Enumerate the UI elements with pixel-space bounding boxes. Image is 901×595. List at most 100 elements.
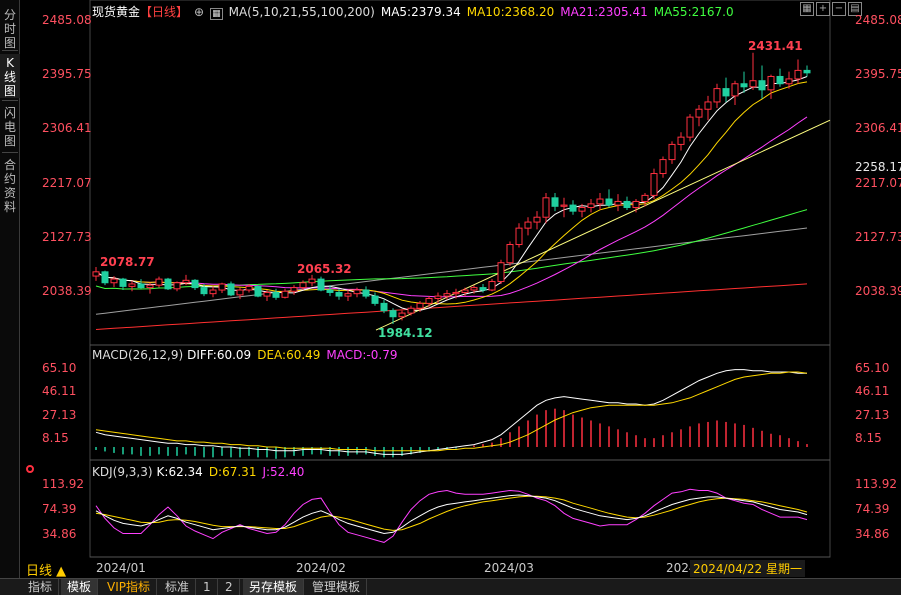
ma10-value: MA10:2368.20 xyxy=(466,5,555,19)
ma21-value: MA21:2305.41 xyxy=(560,5,648,19)
candle-body xyxy=(299,282,307,289)
toolbar-indicator[interactable]: 指标 xyxy=(22,579,60,595)
toolbar-vip-indicator[interactable]: VIP指标 xyxy=(101,579,157,595)
ma100-line xyxy=(95,227,808,315)
price-label-left: 2127.73 xyxy=(42,230,92,244)
candle-body xyxy=(452,291,460,295)
kdj-label-right: 113.92 xyxy=(855,477,897,491)
period-selector-button[interactable]: 日线 ▲ xyxy=(26,564,67,579)
macd-legend: MACD(26,12,9) DIFF:60.09 DEA:60.49 MACD:-0.… xyxy=(92,348,403,362)
candle-body xyxy=(524,221,532,229)
kdj-legend: KDJ(9,3,3) K:62.34 D:67.31 J:52.40 xyxy=(92,465,310,479)
candle-body xyxy=(416,302,424,309)
candle-body xyxy=(164,278,172,290)
trend-line xyxy=(375,119,831,331)
candle-body xyxy=(677,136,685,145)
candle-body xyxy=(641,194,649,202)
sidebar-divider xyxy=(2,50,18,51)
candle-body xyxy=(785,78,793,85)
macd-dea-value: DEA:60.49 xyxy=(257,348,321,362)
candle-body xyxy=(542,197,550,218)
toolbar-template[interactable]: 模板 xyxy=(61,579,99,595)
candle-body xyxy=(245,285,253,291)
x-axis-label: 2024/01 xyxy=(96,561,146,575)
candle-body xyxy=(308,278,316,284)
grid-icon[interactable]: ▤ xyxy=(848,2,862,16)
kdj-label-left: 34.86 xyxy=(42,527,77,541)
toolbar-slot-2[interactable]: 2 xyxy=(219,579,240,595)
kdj-d-value: D:67.31 xyxy=(208,465,257,479)
macd-diff-value: DIFF:60.09 xyxy=(187,348,252,362)
candle-body xyxy=(749,80,757,88)
candle-body xyxy=(794,69,802,80)
price-label-right: 2127.73 xyxy=(855,230,901,244)
macd-label-right: 8.15 xyxy=(855,431,882,445)
toolbar-standard[interactable]: 标准 xyxy=(159,579,197,595)
tab-flash[interactable]: 闪电图 xyxy=(3,106,16,148)
candle-body xyxy=(551,197,559,207)
macd-label-left: 46.11 xyxy=(42,384,77,398)
toolbar-manage-template[interactable]: 管理模板 xyxy=(306,579,368,595)
candle-body xyxy=(461,289,469,293)
candle-body xyxy=(344,293,352,297)
kdj-k-value: K:62.34 xyxy=(156,465,203,479)
zoom-in-icon[interactable]: + xyxy=(816,2,830,16)
candle-body xyxy=(488,281,496,291)
main-legend: 现货黄金【日线】 ⊕ ▦ MA(5,10,21,55,100,200) MA5:2379… xyxy=(92,3,740,20)
tab-intraday[interactable]: 分时图 xyxy=(3,8,16,50)
toolbar-save-template[interactable]: 另存模板 xyxy=(243,579,305,595)
candle-body xyxy=(776,75,784,85)
toggle-icon[interactable]: ▦ xyxy=(210,8,223,20)
kdj-label-right: 74.39 xyxy=(855,502,890,516)
candle-body xyxy=(479,287,487,291)
zoom-out-icon[interactable]: − xyxy=(832,2,846,16)
ma5-line xyxy=(95,76,808,311)
settings-icon[interactable]: ⊕ xyxy=(194,5,205,19)
toolbar-slot-1[interactable]: 1 xyxy=(197,579,218,595)
candle-body xyxy=(254,285,262,297)
candle-body xyxy=(119,278,127,287)
instrument-title: 现货黄金 xyxy=(92,5,141,19)
candle-body xyxy=(596,198,604,205)
candle-body xyxy=(713,88,721,103)
candle-body xyxy=(497,262,505,283)
candle-body xyxy=(659,159,667,175)
tab-kline[interactable]: K线图 xyxy=(0,54,20,98)
chart-area[interactable]: 现货黄金【日线】 ⊕ ▦ MA(5,10,21,55,100,200) MA5:2379… xyxy=(20,0,901,578)
price-label-left: 2485.08 xyxy=(42,13,92,27)
kdj-k-line xyxy=(95,494,808,535)
candle-body xyxy=(398,312,406,318)
price-label-right: 2038.39 xyxy=(855,284,901,298)
macd-diff-line xyxy=(95,369,807,455)
candle-body xyxy=(353,289,361,295)
cursor-date-label: 2024/04/22 星期一 xyxy=(690,560,805,577)
record-icon[interactable] xyxy=(26,465,34,473)
left-high-annotation: 2078.77 xyxy=(100,255,155,269)
price-label-right: 2485.08 xyxy=(855,13,901,27)
price-label-left: 2395.75 xyxy=(42,67,92,81)
x-axis-label: 2024/02 xyxy=(296,561,346,575)
candle-body xyxy=(191,279,199,289)
x-axis-label: 2024/03 xyxy=(484,561,534,575)
macd-dea-line xyxy=(95,371,808,452)
ma-params: MA(5,10,21,55,100,200) xyxy=(228,5,375,19)
kdj-j-value: J:52.40 xyxy=(262,465,305,479)
ma10-line xyxy=(95,81,808,305)
candle-body xyxy=(686,116,694,138)
macd-label-right: 46.11 xyxy=(855,384,890,398)
candle-body xyxy=(236,289,244,296)
candle-body xyxy=(578,207,586,212)
crosshair-icon[interactable]: ▦ xyxy=(800,2,814,16)
price-label-left: 2217.07 xyxy=(42,176,92,190)
candle-body xyxy=(803,69,811,74)
ma5-value: MA5:2379.34 xyxy=(380,5,461,19)
candle-body xyxy=(767,75,775,91)
x-axis-label: 2024 xyxy=(666,561,697,575)
high-annotation: 2431.41 xyxy=(748,39,803,53)
candle-body xyxy=(695,108,703,118)
candle-body xyxy=(281,290,289,298)
tab-contract-info[interactable]: 合约资料 xyxy=(3,158,16,214)
sidebar-divider xyxy=(2,152,18,153)
chart-canvas[interactable] xyxy=(20,0,901,578)
candle-body xyxy=(758,80,766,91)
